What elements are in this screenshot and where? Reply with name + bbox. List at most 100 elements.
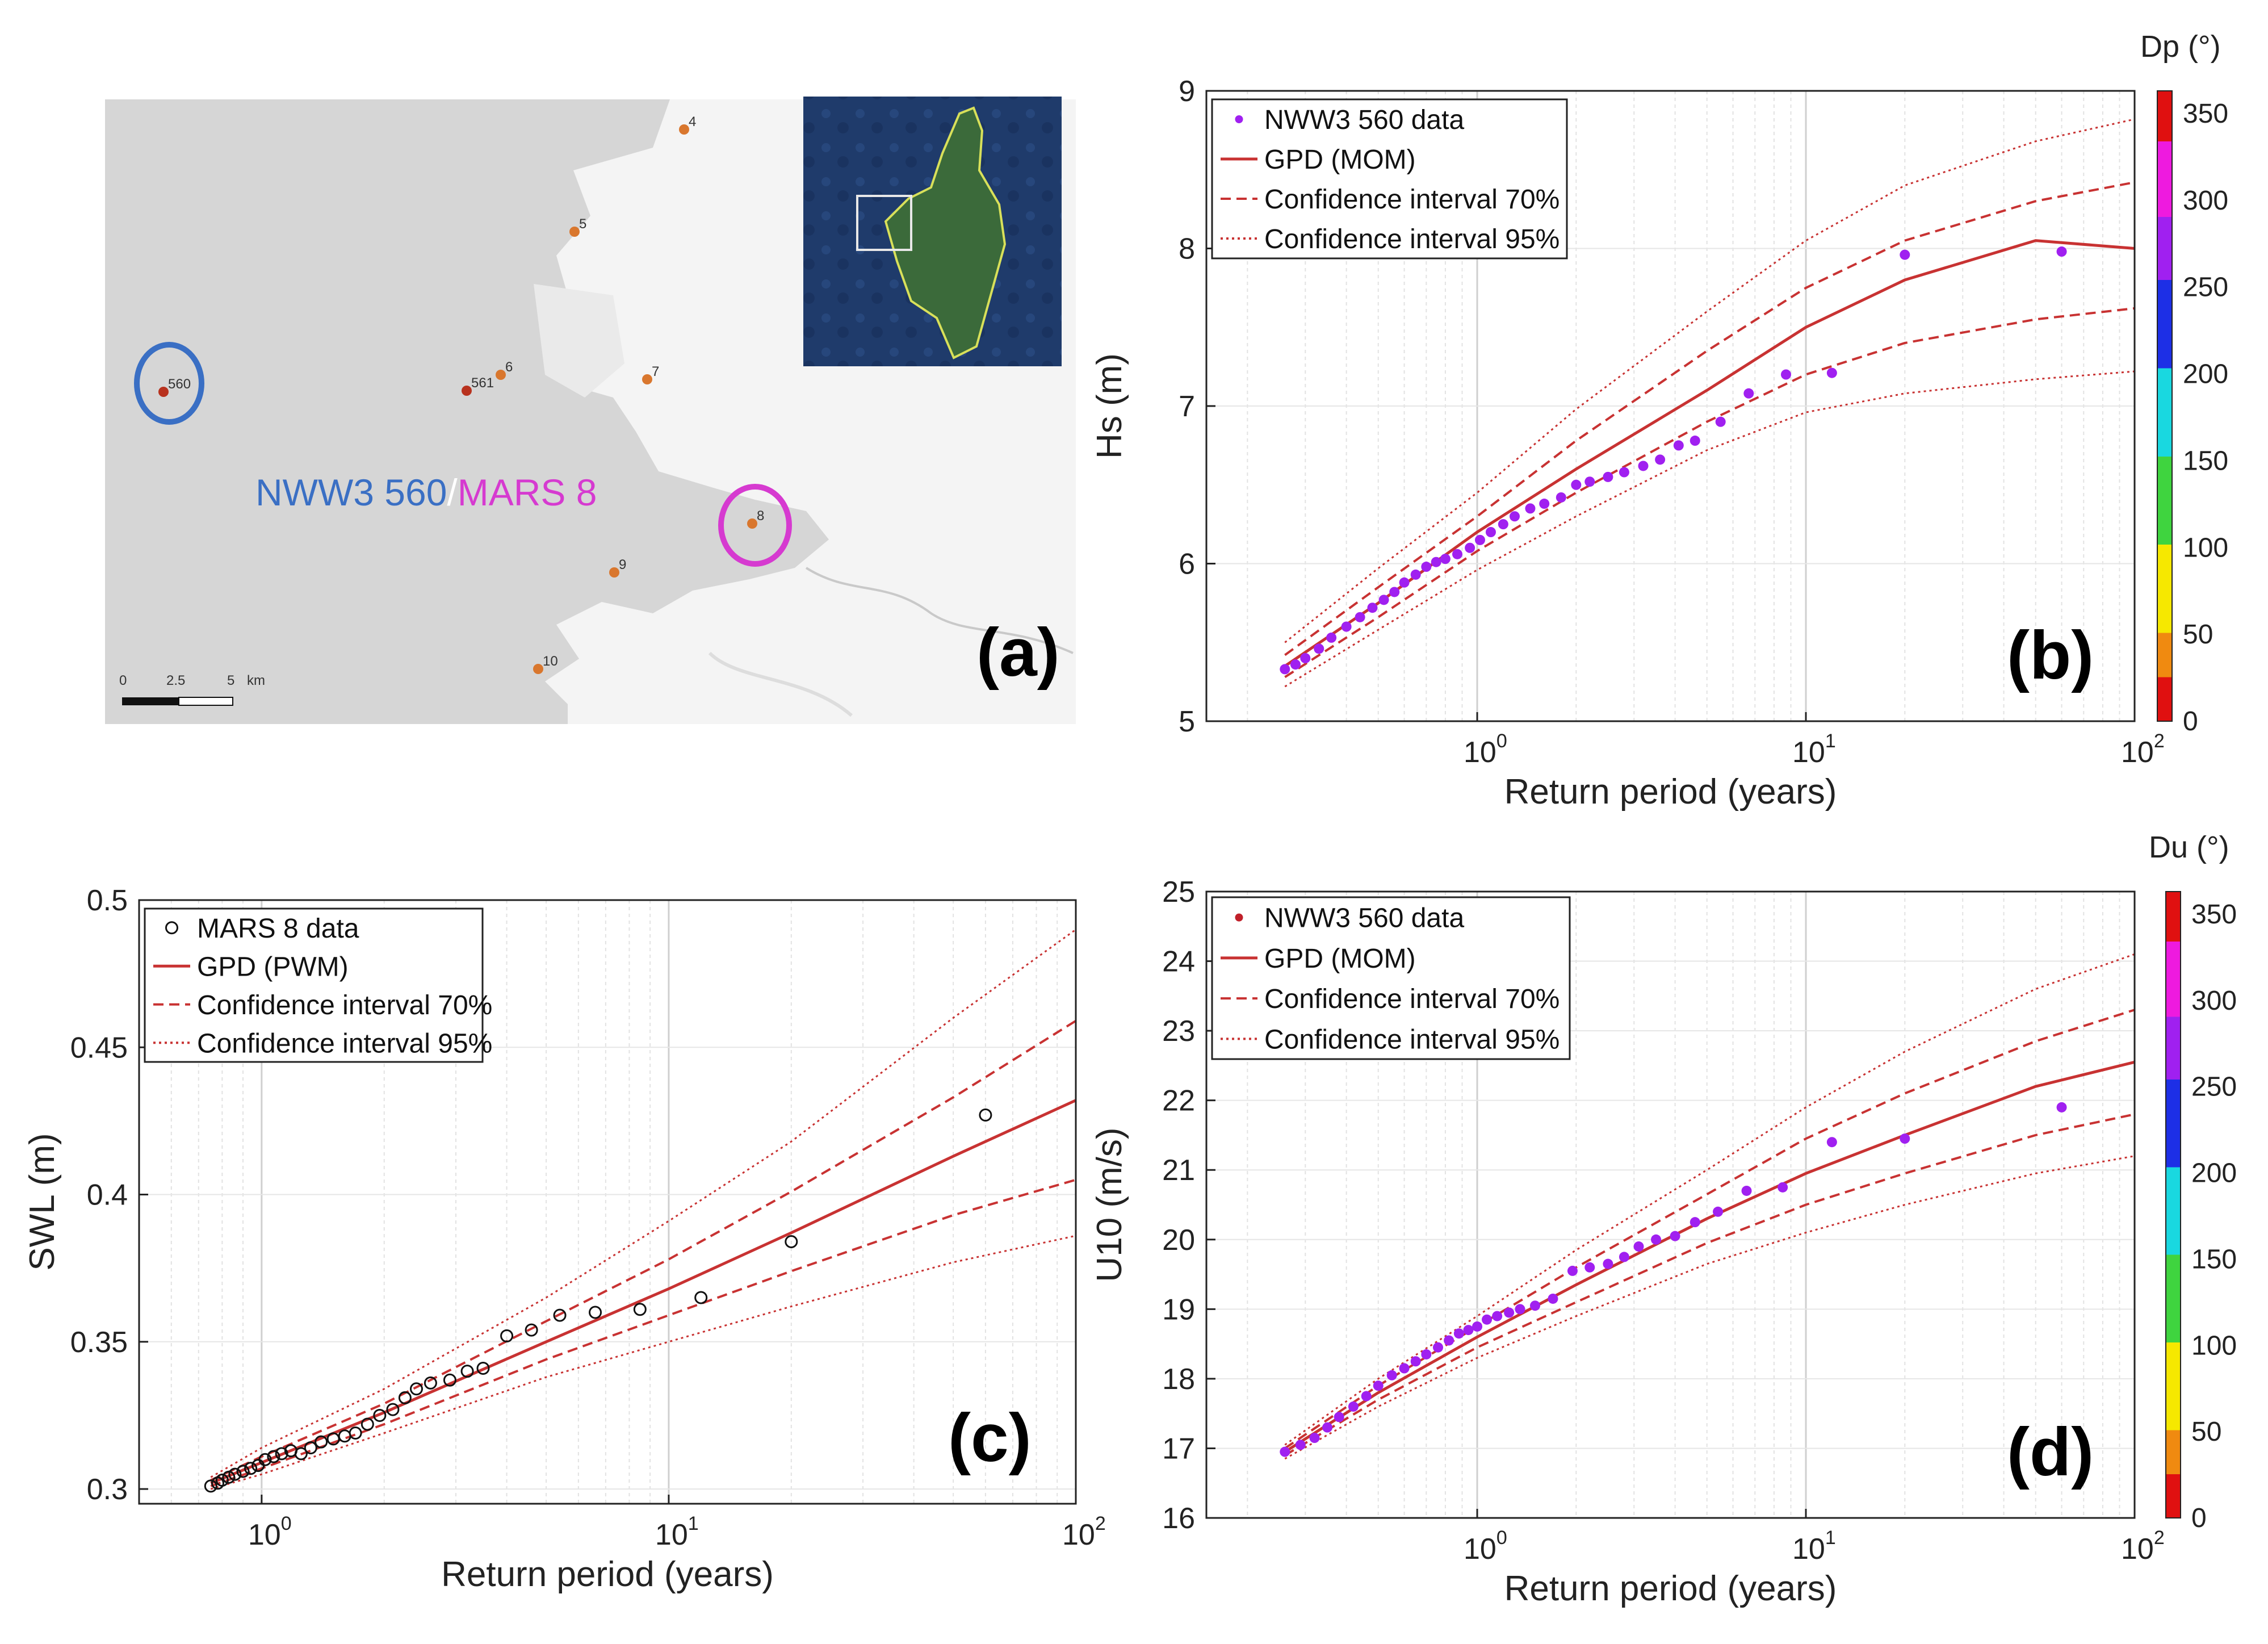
data-point	[304, 1441, 317, 1454]
x-tick-label: 102	[2121, 1527, 2165, 1566]
data-point	[267, 1450, 280, 1463]
data-point	[1515, 1304, 1525, 1315]
data-point	[1280, 1446, 1290, 1457]
legend-label: Confidence interval 70%	[1264, 185, 1559, 215]
data-point	[1465, 542, 1475, 553]
map-point-label-5: 5	[579, 216, 586, 232]
data-point	[1777, 1182, 1788, 1193]
legend-label: Confidence interval 70%	[197, 990, 492, 1020]
gpd-fit-curve	[210, 1099, 1077, 1485]
map-point-8	[747, 518, 757, 529]
data-point	[409, 1382, 423, 1396]
y-tick-label: 6	[1179, 548, 1195, 581]
scale-bar: 0 2.5 5 km	[119, 673, 265, 706]
data-point	[222, 1470, 236, 1484]
y-axis-label: Hs (m)	[1090, 353, 1129, 459]
y-tick-label: 0.3	[87, 1473, 128, 1506]
data-point	[1475, 534, 1486, 545]
colorbar-tick-label: 150	[2191, 1244, 2237, 1274]
data-point	[1713, 1206, 1724, 1217]
mars-8-highlight-circle	[718, 484, 792, 567]
data-point	[424, 1376, 437, 1390]
legend-label: NWW3 560 data	[1264, 105, 1464, 135]
colorbar	[2165, 891, 2181, 1518]
y-tick-label: 0.35	[70, 1326, 128, 1359]
data-point	[1571, 479, 1582, 490]
map-point-561	[462, 386, 472, 396]
y-tick-label: 9	[1179, 75, 1195, 108]
data-point	[443, 1373, 456, 1387]
colorbar-tick-label: 200	[2183, 359, 2228, 390]
data-point	[785, 1235, 798, 1249]
scale-label-5: 5	[227, 673, 234, 688]
legend-label: Confidence interval 95%	[1264, 1024, 1559, 1055]
colorbar-tick-label: 250	[2183, 273, 2228, 303]
legend-label: GPD (MOM)	[1264, 145, 1416, 175]
data-point	[1482, 1314, 1493, 1325]
data-point	[1690, 436, 1700, 446]
ci70-lower-curve	[1284, 1113, 2135, 1457]
map-point-label-7: 7	[652, 364, 659, 379]
map-point-label-8: 8	[757, 508, 764, 524]
map-road	[708, 651, 853, 717]
data-point	[2056, 1102, 2067, 1112]
y-tick-label: 8	[1179, 233, 1195, 266]
data-point	[1389, 587, 1400, 597]
ci70-upper-curve	[1284, 1009, 2135, 1450]
data-point	[500, 1329, 514, 1342]
data-point	[244, 1462, 258, 1475]
data-point	[1529, 1300, 1540, 1311]
map-point-7	[642, 374, 652, 384]
data-point	[1715, 416, 1726, 427]
map-title-mars: MARS 8	[458, 471, 597, 513]
legend-marker	[165, 921, 178, 935]
ci95-upper-curve	[210, 928, 1076, 1478]
y-tick-label: 0.4	[87, 1179, 128, 1212]
colorbar-tick-label: 250	[2191, 1072, 2237, 1102]
map-title-separator: /	[447, 471, 458, 513]
data-point	[1386, 1370, 1397, 1381]
corsica-island	[884, 106, 1007, 359]
data-point	[1444, 1335, 1454, 1346]
map-point-label-4: 4	[689, 114, 696, 129]
data-point	[398, 1391, 412, 1404]
x-tick-label: 101	[1792, 730, 1836, 769]
colorbar-tick-label: 50	[2191, 1417, 2221, 1447]
data-point	[1326, 632, 1337, 643]
map-point-label-10: 10	[543, 654, 558, 669]
plot-frame-c	[138, 899, 1077, 1505]
data-point	[1633, 1241, 1644, 1252]
legend-label: GPD (PWM)	[197, 952, 349, 982]
data-point	[1309, 1433, 1320, 1444]
colorbar-tick-label: 300	[2183, 186, 2228, 216]
data-point	[315, 1435, 328, 1449]
y-axis-label: SWL (m)	[23, 1133, 62, 1270]
panel-tag-b: (b)	[2007, 617, 2094, 693]
data-point	[1334, 1412, 1344, 1423]
colorbar-tick-label: 350	[2191, 900, 2237, 930]
data-point	[1410, 569, 1421, 580]
data-point	[228, 1467, 242, 1481]
data-point	[1504, 1307, 1515, 1318]
panel-tag-c: (c)	[948, 1400, 1032, 1476]
y-tick-label: 23	[1162, 1015, 1195, 1048]
map-point-label-6: 6	[505, 359, 513, 375]
map-point-6	[496, 370, 506, 380]
y-tick-label: 5	[1179, 705, 1195, 738]
map-point-9	[609, 567, 619, 578]
legend-label: Confidence interval 70%	[1264, 984, 1559, 1014]
colorbar-title: Dp (°)	[2140, 30, 2221, 64]
colorbar-tick-label: 300	[2191, 986, 2237, 1016]
legend-label: NWW3 560 data	[1264, 903, 1464, 934]
data-point	[1410, 1356, 1421, 1367]
x-tick-label: 100	[1464, 1527, 1507, 1566]
y-tick-label: 19	[1162, 1293, 1195, 1326]
data-point	[1670, 1231, 1680, 1241]
plot-frame-d	[1205, 890, 2136, 1519]
colorbar-tick-label: 150	[2183, 446, 2228, 476]
scale-label-km: km	[247, 673, 265, 688]
data-point	[1690, 1217, 1700, 1228]
map-river	[805, 567, 1074, 654]
data-point	[694, 1291, 708, 1304]
x-axis-label: Return period (years)	[1504, 772, 1837, 811]
